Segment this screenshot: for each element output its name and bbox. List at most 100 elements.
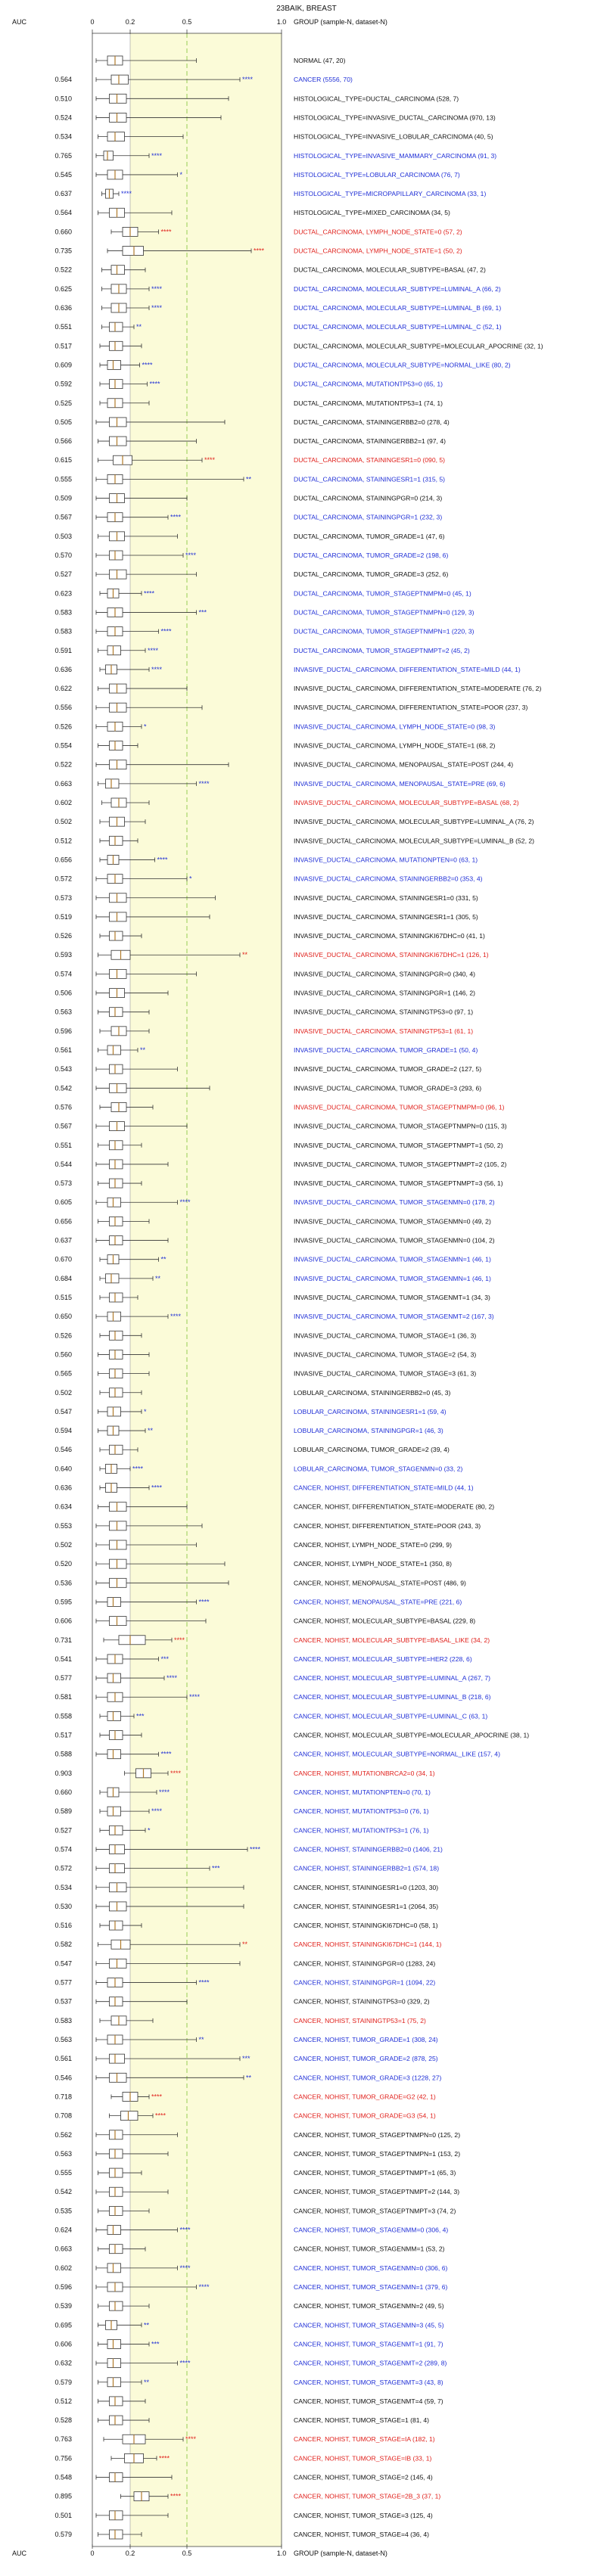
group-label: INVASIVE_DUCTAL_CARCINOMA, STAININGESR1=… [294, 894, 478, 902]
significance-stars: **** [142, 361, 154, 368]
iqr-box [107, 2263, 121, 2273]
row-19: 0.505 DUCTAL_CARCINOMA, STAININGERBB2=0 (… [54, 417, 450, 427]
significance-stars: **** [254, 247, 265, 255]
row-112: 0.542 CANCER, NOHIST, TUMOR_STAGEPTNMPT=2… [54, 2186, 459, 2197]
group-label: HISTOLOGICAL_TYPE=MIXED_CARCINOMA (34, 5… [294, 209, 450, 216]
group-label: INVASIVE_DUCTAL_CARCINOMA, STAININGPGR=0… [294, 970, 475, 977]
row-109: 0.562 CANCER, NOHIST, TUMOR_STAGEPTNMPN=0… [54, 2130, 460, 2140]
iqr-box [109, 2529, 123, 2540]
significance-stars: *** [199, 608, 207, 616]
group-label: CANCER, NOHIST, STAININGESR1=0 (1203, 30… [294, 1884, 438, 1891]
iqr-box [105, 1273, 120, 1284]
auc-value: 0.663 [54, 780, 72, 788]
group-label: CANCER, NOHIST, TUMOR_STAGENMN=0 (306, 6… [294, 2264, 447, 2272]
row-82: 0.606 CANCER, NOHIST, MOLECULAR_SUBTYPE=B… [54, 1616, 475, 1627]
auc-value: 0.512 [54, 837, 72, 844]
row-93: 0.527 * CANCER, NOHIST, MUTATIONTP53=1 (76… [54, 1825, 429, 1835]
group-label: CANCER, NOHIST, DIFFERENTIATION_STATE=MO… [294, 1503, 494, 1511]
iqr-box [109, 1083, 127, 1093]
row-110: 0.563 CANCER, NOHIST, TUMOR_STAGEPTNMPN=1… [54, 2149, 460, 2159]
iqr-box [107, 132, 125, 142]
auc-value: 0.501 [54, 2512, 72, 2519]
iqr-box [109, 912, 127, 922]
group-label: INVASIVE_DUCTAL_CARCINOMA, TUMOR_STAGENM… [294, 1217, 491, 1225]
iqr-box [107, 1806, 121, 1816]
iqr-box [109, 968, 127, 979]
auc-value: 0.756 [54, 2454, 72, 2462]
row-0: NORMAL (47, 20) [95, 55, 346, 66]
group-label: LOBULAR_CARCINOMA, STAININGERBB2=0 (45, … [294, 1389, 450, 1397]
auc-value: 0.624 [54, 2226, 72, 2234]
group-label: CANCER, NOHIST, TUMOR_STAGENMT=4 (59, 7) [294, 2397, 443, 2405]
group-label: INVASIVE_DUCTAL_CARCINOMA, TUMOR_STAGEPT… [294, 1161, 506, 1168]
auc-value: 0.637 [54, 1237, 72, 1244]
row-17: 0.592 **** DUCTAL_CARCINOMA, MUTATIONTP53=… [54, 379, 443, 390]
chart-title: 23BAIK, BREAST [276, 5, 336, 13]
row-59: 0.573 INVASIVE_DUCTAL_CARCINOMA, TUMOR_ST… [54, 1178, 503, 1189]
group-label: DUCTAL_CARCINOMA, TUMOR_GRADE=3 (252, 6) [294, 570, 448, 578]
group-label: INVASIVE_DUCTAL_CARCINOMA, TUMOR_STAGE=1… [294, 1332, 476, 1339]
row-97: 0.530 CANCER, NOHIST, STAININGESR1=1 (206… [54, 1901, 438, 1912]
iqr-box [109, 2186, 123, 2197]
auc-value: 0.503 [54, 533, 72, 540]
auc-value: 0.593 [54, 951, 72, 959]
group-label: CANCER, NOHIST, TUMOR_STAGENMN=3 (45, 5) [294, 2321, 444, 2329]
group-label: CANCER, NOHIST, TUMOR_STAGEPTNMPT=1 (65,… [294, 2169, 456, 2177]
iqr-box [109, 931, 123, 941]
iqr-box [109, 1369, 123, 1379]
auc-value: 0.592 [54, 381, 72, 388]
iqr-box [107, 1597, 121, 1607]
iqr-box [109, 93, 127, 104]
row-61: 0.656 INVASIVE_DUCTAL_CARCINOMA, TUMOR_ST… [54, 1216, 491, 1226]
iqr-box [105, 778, 120, 789]
significance-stars: ** [140, 1046, 146, 1054]
auc-value: 0.609 [54, 361, 72, 368]
auc-value: 0.502 [54, 818, 72, 825]
auc-value: 0.595 [54, 1598, 72, 1605]
significance-stars: * [180, 171, 183, 179]
significance-stars: **** [151, 152, 163, 160]
row-36: 0.554 INVASIVE_DUCTAL_CARCINOMA, LYMPH_NO… [54, 741, 496, 750]
auc-value: 0.602 [54, 799, 72, 806]
row-62: 0.637 INVASIVE_DUCTAL_CARCINOMA, TUMOR_ST… [54, 1235, 495, 1245]
auc-value: 0.735 [54, 247, 72, 255]
auc-value: 0.502 [54, 1541, 72, 1549]
row-95: 0.572 *** CANCER, NOHIST, STAININGERBB2=1 … [54, 1863, 439, 1874]
auc-value: 0.573 [54, 894, 72, 902]
auc-value: 0.525 [54, 399, 72, 407]
group-label: INVASIVE_DUCTAL_CARCINOMA, TUMOR_STAGEPT… [294, 1123, 507, 1130]
group-label: INVASIVE_DUCTAL_CARCINOMA, TUMOR_STAGE=3… [294, 1370, 476, 1378]
row-57: 0.551 INVASIVE_DUCTAL_CARCINOMA, TUMOR_ST… [54, 1140, 503, 1151]
row-64: 0.684 ** INVASIVE_DUCTAL_CARCINOMA, TUMOR_… [54, 1273, 491, 1284]
row-11: 0.522 DUCTAL_CARCINOMA, MOLECULAR_SUBTYPE… [54, 265, 486, 275]
auc-value: 0.589 [54, 1807, 72, 1815]
row-120: 0.606 *** CANCER, NOHIST, TUMOR_STAGENMT=1… [54, 2339, 443, 2349]
significance-stars: ** [242, 1941, 248, 1948]
row-7: 0.637 **** HISTOLOGICAL_TYPE=MICROPAPILLAR… [54, 188, 486, 199]
group-label: DUCTAL_CARCINOMA, TUMOR_STAGEPTNMPT=2 (4… [294, 647, 470, 654]
auc-value: 0.763 [54, 2435, 72, 2443]
x-tick-label-bottom: 0 [90, 2550, 94, 2557]
auc-value: 0.565 [54, 1370, 72, 1378]
auc-value: 0.543 [54, 1065, 72, 1073]
group-label: CANCER, NOHIST, STAININGESR1=1 (2064, 35… [294, 1903, 438, 1910]
auc-value: 0.718 [54, 2093, 72, 2100]
row-91: 0.660 **** CANCER, NOHIST, MUTATIONPTEN=0 … [54, 1787, 431, 1798]
group-label: DUCTAL_CARCINOMA, TUMOR_STAGEPTNMPN=0 (1… [294, 608, 475, 616]
significance-stars: **** [180, 2264, 191, 2272]
significance-stars: * [189, 875, 192, 883]
row-39: 0.602 INVASIVE_DUCTAL_CARCINOMA, MOLECULA… [54, 797, 519, 808]
auc-value: 0.903 [54, 1770, 72, 1777]
auc-value: 0.530 [54, 1903, 72, 1910]
iqr-box [109, 2244, 123, 2254]
group-label: DUCTAL_CARCINOMA, MOLECULAR_SUBTYPE=LUMI… [294, 304, 501, 312]
x-tick-label-bottom: 1.0 [277, 2550, 287, 2557]
group-label: INVASIVE_DUCTAL_CARCINOMA, TUMOR_GRADE=3… [294, 1084, 481, 1092]
row-30: 0.583 **** DUCTAL_CARCINOMA, TUMOR_STAGEPT… [54, 626, 475, 637]
auc-value: 0.526 [54, 1332, 72, 1339]
row-45: 0.519 INVASIVE_DUCTAL_CARCINOMA, STAINING… [54, 912, 478, 922]
auc-value: 0.567 [54, 514, 72, 521]
group-label: CANCER, NOHIST, TUMOR_GRADE=1 (308, 24) [294, 2036, 438, 2043]
iqr-box [109, 835, 123, 846]
auc-value: 0.522 [54, 761, 72, 769]
